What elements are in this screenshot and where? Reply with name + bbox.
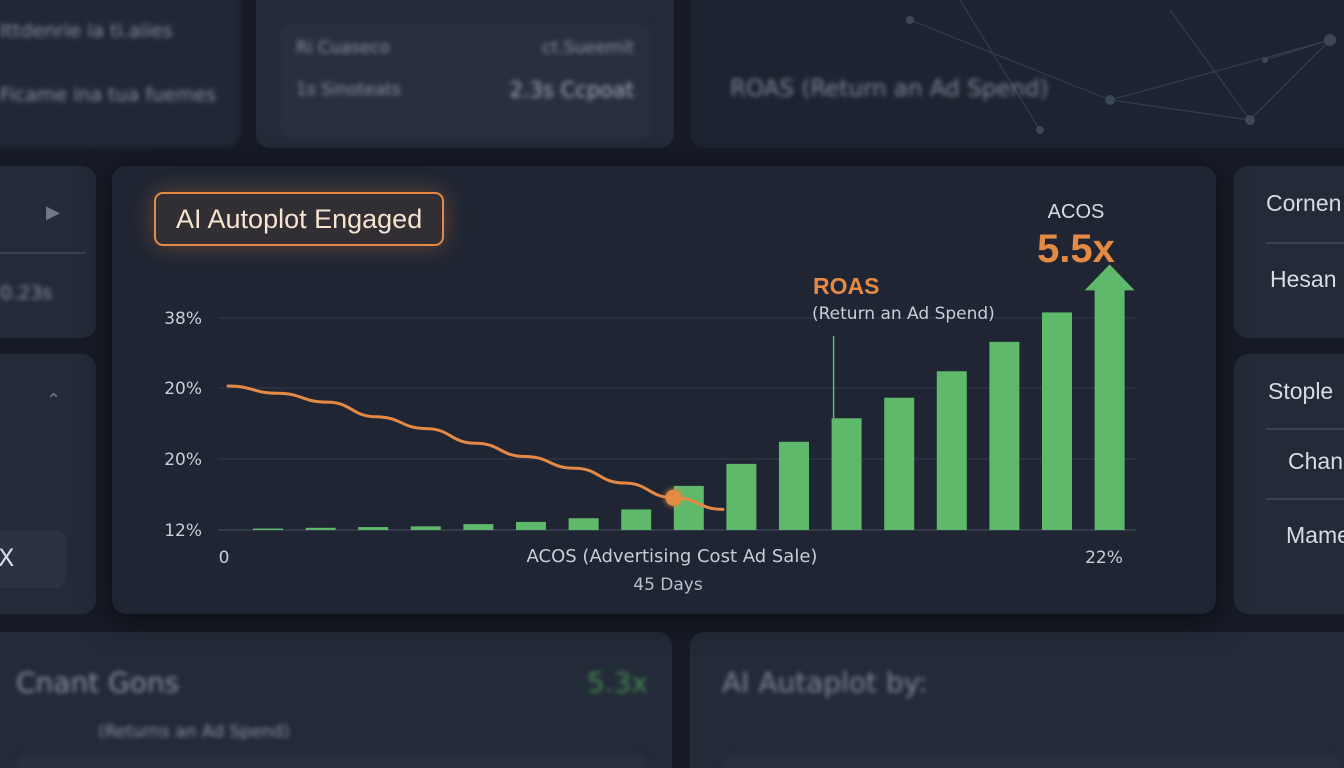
stats-card-top: Ri Cuaseco ct.Sueemit 1s Sinoteats 2.3s …	[256, 0, 674, 148]
stats-row1-value: ct.Sueemit	[542, 38, 634, 58]
stats-row2-label: 1s Sinoteats	[296, 80, 401, 100]
x-axis-subtitle: 45 Days	[633, 575, 703, 595]
roas-bar	[568, 518, 599, 530]
left-card-value: 0.23s	[0, 282, 53, 304]
bottom-left-sub: (Returns an Ad Spend)	[98, 722, 290, 742]
bottom-left-panel	[16, 754, 646, 768]
y-tick-label: 38%	[164, 309, 202, 329]
network-graphic	[906, 0, 1336, 134]
roas-heading: ROAS (Return an Ad Spend)	[730, 76, 1049, 102]
roas-acos-chart: 38% 20% 20% 12% 0 22% ACOS (Advertising Cost A…	[164, 201, 1136, 595]
y-tick-label: 12%	[164, 521, 202, 541]
right-card-2: Stople Chan Mame	[1234, 354, 1344, 614]
x-tick-left: 0	[219, 548, 230, 568]
right-card2-item-3[interactable]: Mame	[1286, 522, 1344, 548]
bottom-right-title: AI Autaplot by:	[722, 666, 928, 699]
summary-line-2: Ficame ina tua fuemes	[0, 84, 216, 106]
chevron-right-icon[interactable]: ▶	[46, 202, 60, 223]
chevron-up-icon[interactable]: ⌃	[46, 390, 62, 411]
right-card-1: Cornen Hesan	[1234, 166, 1344, 338]
divider	[0, 252, 86, 254]
close-button[interactable]: X	[0, 530, 66, 588]
final-marker-label: ACOS	[1048, 201, 1105, 223]
y-tick-label: 20%	[164, 379, 202, 399]
autopilot-engaged-badge[interactable]: AI Autoplot Engaged	[154, 192, 445, 246]
roas-bar	[516, 521, 546, 530]
acos-line	[226, 384, 725, 511]
right-card1-item-1[interactable]: Cornen	[1266, 190, 1342, 216]
roas-bar-arrow	[1084, 264, 1135, 530]
divider	[1266, 498, 1344, 500]
divider	[1266, 428, 1344, 430]
roas-bar	[1042, 312, 1072, 530]
roas-annotation-subtitle: (Return an Ad Spend)	[812, 304, 995, 324]
bottom-right-card: AI Autaplot by:	[690, 632, 1344, 768]
acos-marker-dot	[665, 489, 682, 506]
roas-bar	[253, 528, 283, 530]
right-card2-item-1[interactable]: Stople	[1268, 378, 1334, 404]
summary-card-top-left: Ittdenrie ia ti.aiies Ficame ina tua fue…	[0, 0, 240, 148]
network-card: ROAS (Return an Ad Spend)	[690, 0, 1344, 148]
roas-bar	[989, 341, 1020, 530]
roas-bar	[831, 418, 862, 530]
roas-bar	[726, 463, 757, 530]
stats-row1-label: Ri Cuaseco	[296, 38, 391, 58]
roas-bar	[884, 397, 915, 530]
bottom-left-title: Cnant Gons	[16, 666, 180, 699]
divider	[1266, 242, 1344, 244]
bottom-left-card: Cnant Gons 5.3x (Returns an Ad Spend)	[0, 632, 672, 768]
bottom-right-panel	[722, 756, 1342, 768]
roas-bar	[463, 524, 494, 530]
roas-bar	[305, 527, 336, 530]
roas-bar	[621, 509, 652, 530]
y-tick-label: 20%	[164, 450, 202, 470]
autopilot-chart-card: 38% 20% 20% 12% 0 22% ACOS (Advertising Cost A…	[112, 166, 1216, 614]
stats-inner-panel: Ri Cuaseco ct.Sueemit 1s Sinoteats 2.3s …	[280, 24, 650, 138]
roas-annotation-title: ROAS	[813, 273, 879, 299]
bottom-left-value: 5.3x	[586, 666, 648, 699]
final-marker-value: 5.5x	[1037, 227, 1115, 271]
x-axis-title: ACOS (Advertising Cost Ad Sale)	[527, 546, 818, 567]
close-icon: X	[0, 544, 15, 572]
summary-line-1: Ittdenrie ia ti.aiies	[0, 20, 173, 42]
right-card1-item-2[interactable]: Hesan	[1270, 266, 1337, 292]
stats-row2-value: 2.3s Ccpoat	[509, 78, 634, 102]
roas-bar	[779, 441, 809, 530]
left-card-1: ▶ 0.23s	[0, 166, 96, 338]
right-card2-item-2[interactable]: Chan	[1288, 448, 1343, 474]
x-tick-right: 22%	[1085, 548, 1123, 568]
roas-bar	[936, 371, 967, 530]
left-card-2: ⌃ X	[0, 354, 96, 614]
roas-bar	[358, 527, 389, 530]
roas-bar	[410, 526, 441, 530]
